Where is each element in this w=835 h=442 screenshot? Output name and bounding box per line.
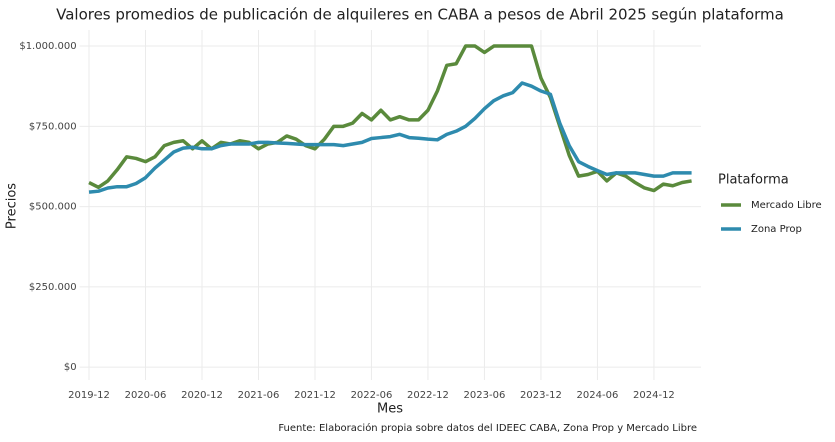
series-line xyxy=(88,44,692,193)
y-tick-label: $750.000 xyxy=(29,121,77,132)
y-tick-label: $250.000 xyxy=(29,282,77,293)
chart-title: Valores promedios de publicación de alqu… xyxy=(56,6,784,24)
x-tick-label: 2023-06 xyxy=(464,390,506,401)
x-tick-label: 2021-12 xyxy=(294,390,336,401)
y-tick-label: $1.000.000 xyxy=(19,41,76,52)
caption: Fuente: Elaboración propia sobre datos d… xyxy=(278,422,697,434)
x-tick-label: 2024-12 xyxy=(633,390,675,401)
x-tick-label: 2022-06 xyxy=(351,390,393,401)
x-tick-label: 2023-12 xyxy=(520,390,562,401)
legend-label: Zona Prop xyxy=(751,224,802,235)
y-tick-label: $500.000 xyxy=(29,202,77,213)
x-tick-label: 2024-06 xyxy=(577,390,619,401)
y-axis-label: Precios xyxy=(5,183,20,229)
x-tick-label: 2022-12 xyxy=(407,390,449,401)
y-tick-label: $0 xyxy=(64,362,77,373)
x-tick-label: 2020-12 xyxy=(181,390,223,401)
legend-label: Mercado Libre xyxy=(751,200,822,211)
x-tick-label: 2021-06 xyxy=(238,390,280,401)
x-axis-label: Mes xyxy=(377,402,403,417)
series-line xyxy=(88,81,692,194)
x-tick-label: 2019-12 xyxy=(68,390,110,401)
x-tick-label: 2020-06 xyxy=(125,390,167,401)
legend-title: Plataforma xyxy=(718,173,789,188)
